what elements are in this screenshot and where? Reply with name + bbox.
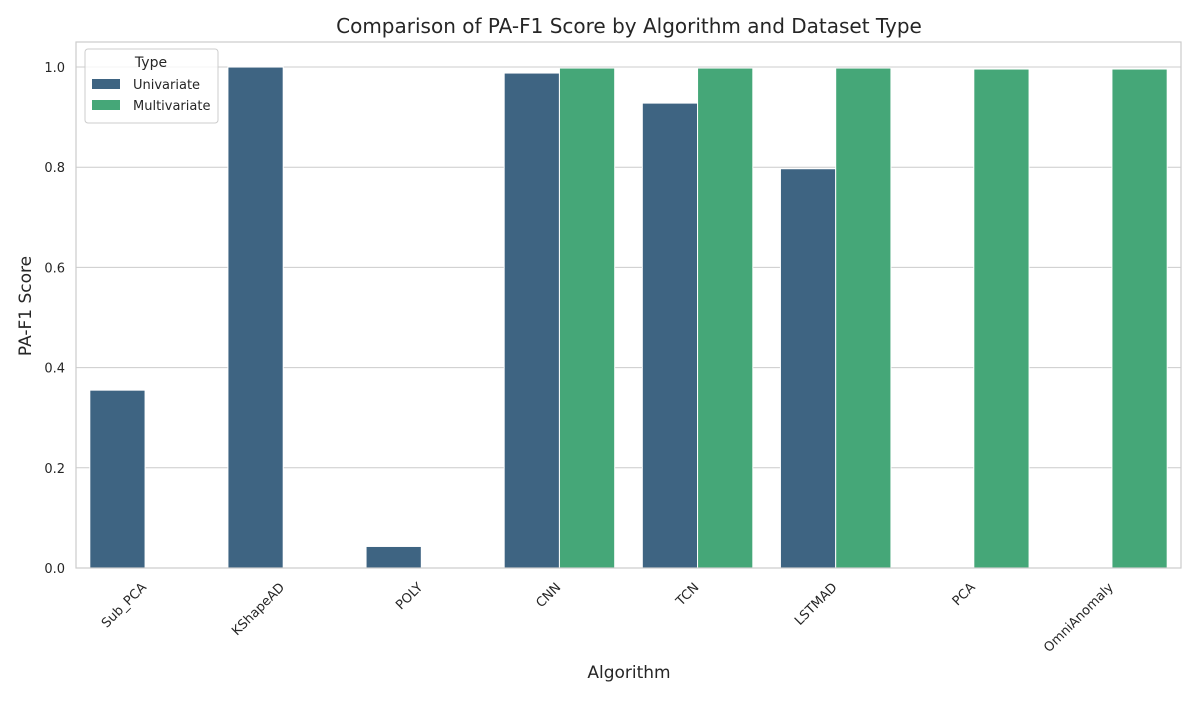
legend-label-multivariate: Multivariate <box>133 99 210 114</box>
bar-multivariate-lstmad <box>835 67 892 569</box>
plot-frame <box>75 41 1182 569</box>
y-tick-label: 0.8 <box>44 161 65 176</box>
x-axis-label: Algorithm <box>587 663 670 683</box>
bar-univariate-poly <box>365 545 422 569</box>
y-tick-label: 0.2 <box>44 462 65 477</box>
y-axis-label: PA-F1 Score <box>16 256 36 356</box>
bar-univariate-tcn <box>641 102 699 569</box>
legend-label-univariate: Univariate <box>133 78 200 93</box>
legend-title: Type <box>134 55 167 71</box>
legend-items: Univariate Multivariate <box>92 78 210 114</box>
bar-univariate-kshapead <box>227 66 284 569</box>
bar-multivariate-pca <box>973 68 1030 569</box>
bar-univariate-cnn <box>503 72 560 569</box>
y-tick-label: 0.0 <box>44 562 65 577</box>
legend-swatch-multivariate <box>92 100 120 110</box>
y-tick-label: 0.4 <box>44 362 65 377</box>
bars <box>89 66 1168 569</box>
y-tick-label: 0.6 <box>44 261 65 276</box>
bar-multivariate-tcn <box>697 67 754 569</box>
legend: Type Univariate Multivariate <box>84 48 219 124</box>
legend-swatch-univariate <box>92 79 120 89</box>
bar-multivariate-cnn <box>558 67 616 569</box>
y-tick-label: 1.0 <box>44 61 65 76</box>
bar-univariate-lstmad <box>779 168 837 569</box>
chart-title: Comparison of PA-F1 Score by Algorithm a… <box>336 14 922 38</box>
bar-univariate-sub-pca <box>89 389 146 569</box>
bar-multivariate-omnianomaly <box>1111 68 1168 569</box>
